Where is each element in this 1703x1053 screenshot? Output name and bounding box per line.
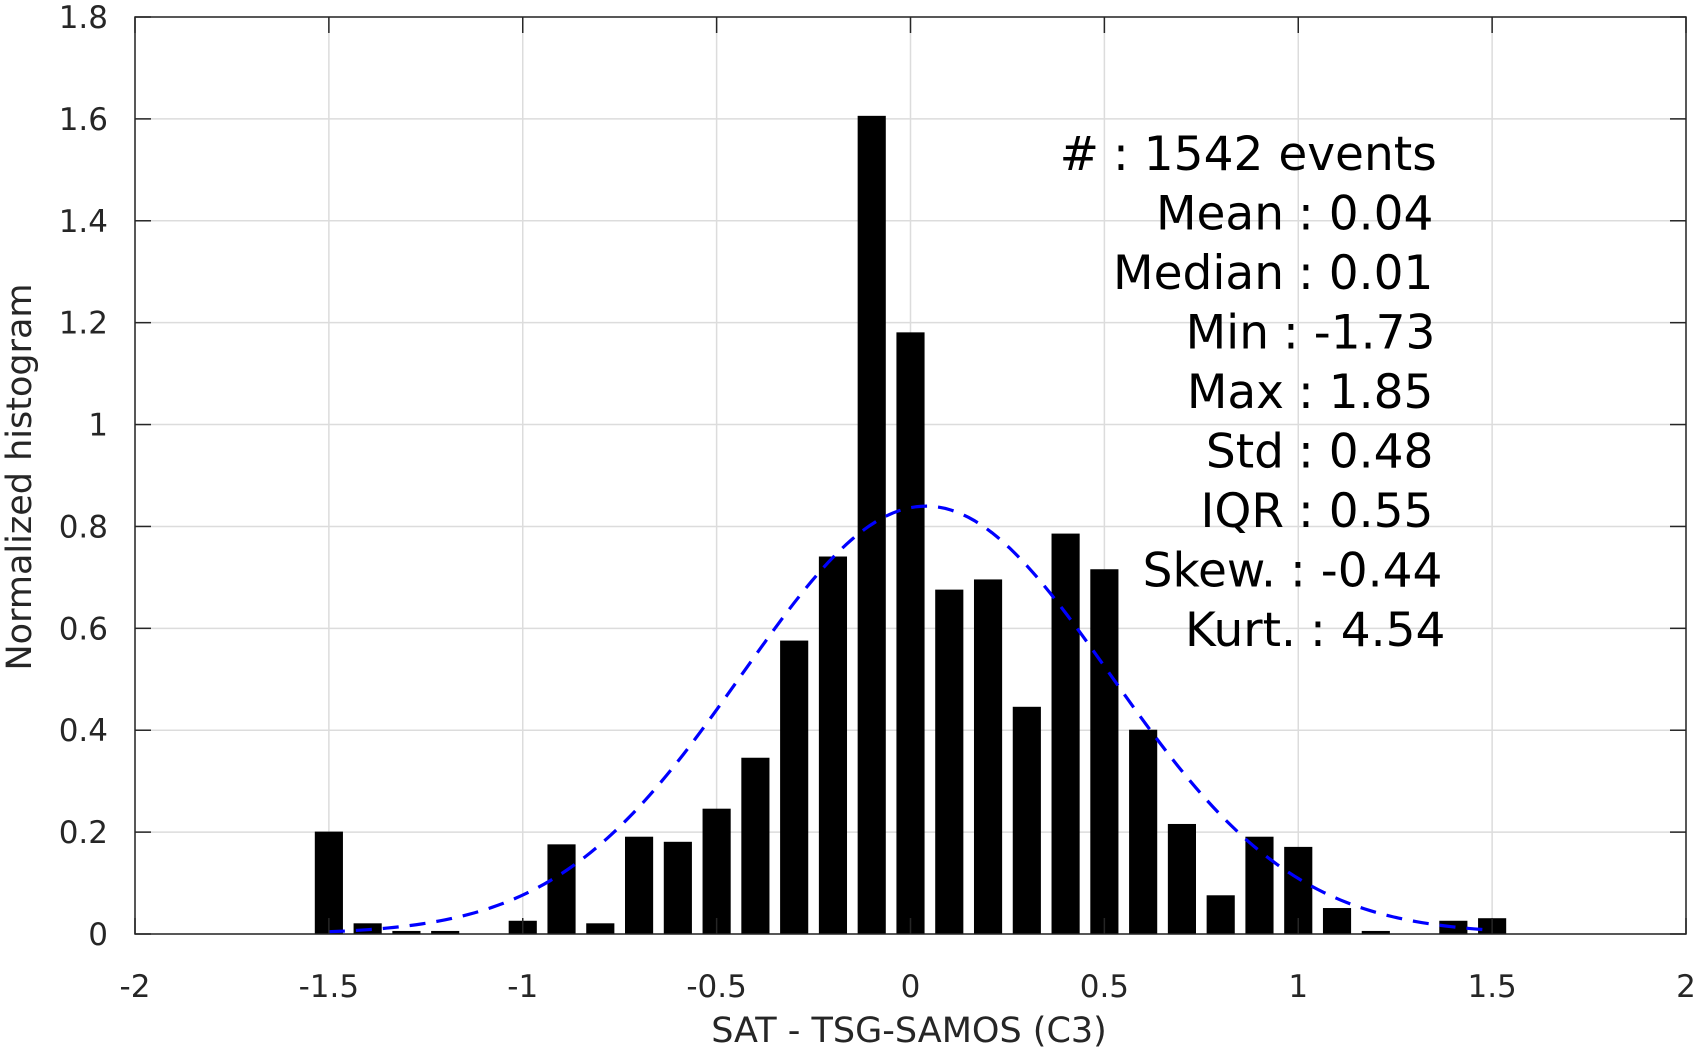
tick-labels: -2 -1.5 -1 -0.5 0 0.5 1 1.5 2 0 0.2 0.4 0.6 0.8 1 1.2 1.… <box>59 0 1696 1005</box>
y-tick-label: 0.4 <box>59 713 108 749</box>
y-tick-label: 0.6 <box>59 611 108 647</box>
stat-label: Skew. <box>1143 544 1276 599</box>
histogram-bar <box>1206 895 1235 935</box>
stat-label: Max <box>1187 365 1284 420</box>
stat-value: : -1.73 <box>1283 306 1435 361</box>
histogram-bar <box>702 808 731 935</box>
stat-value: : -0.44 <box>1290 544 1442 599</box>
histogram-bar <box>1012 706 1041 935</box>
histogram-bar <box>1322 908 1352 935</box>
y-tick-label: 0 <box>88 917 108 953</box>
x-tick-label: 1 <box>1288 969 1308 1005</box>
y-tick-label: 1.8 <box>59 0 108 36</box>
stat-label: Mean <box>1156 187 1284 242</box>
y-tick-label: 1.6 <box>59 102 108 138</box>
histogram-bar <box>935 589 964 935</box>
x-tick-label: -0.5 <box>686 969 747 1005</box>
stat-label: Std <box>1206 425 1284 480</box>
normal-fit-curve <box>328 504 1493 934</box>
x-tick-label: 1.5 <box>1467 969 1516 1005</box>
stat-label: Min <box>1186 306 1269 361</box>
stat-value: : 1.85 <box>1298 365 1433 420</box>
y-tick-label: 1 <box>88 408 108 444</box>
stat-label: Median <box>1113 246 1284 301</box>
histogram-bar <box>625 836 654 935</box>
x-tick-label: 0 <box>901 969 921 1005</box>
histogram-bar <box>1129 729 1158 935</box>
y-axis-label: Normalized histogram <box>0 283 40 670</box>
histogram-bar <box>818 556 848 935</box>
histogram-bar <box>896 332 925 935</box>
stat-value: : 0.01 <box>1298 246 1433 301</box>
histogram-bar <box>1051 533 1080 935</box>
histogram-bar <box>1090 569 1119 935</box>
stat-value: : 4.54 <box>1310 603 1445 658</box>
y-tick-label: 0.8 <box>59 509 108 545</box>
histogram-bar <box>547 844 576 935</box>
y-tick-label: 1.4 <box>59 204 108 240</box>
stat-label: # <box>1060 127 1099 182</box>
histogram-bar <box>663 841 692 935</box>
histogram-bar <box>973 579 1003 935</box>
histogram-bar <box>1245 836 1274 935</box>
x-tick-label: -2 <box>120 969 151 1005</box>
stat-label: Kurt. <box>1185 603 1296 658</box>
stat-label: IQR <box>1200 484 1284 539</box>
axes-box <box>134 16 1687 935</box>
histogram-bar <box>741 757 770 935</box>
x-tick-label: -1 <box>507 969 538 1005</box>
x-tick-label: 0.5 <box>1080 969 1129 1005</box>
x-tick-label: 2 <box>1676 969 1696 1005</box>
histogram-bars <box>314 115 1507 935</box>
stat-value: : 0.04 <box>1298 187 1433 242</box>
x-tick-label: -1.5 <box>299 969 360 1005</box>
histogram-bar <box>780 640 809 935</box>
y-tick-label: 0.2 <box>59 815 108 851</box>
histogram-bar <box>1167 823 1196 935</box>
normal-fit-curve-group <box>328 504 1493 934</box>
stat-value: : 1542 events <box>1113 127 1437 182</box>
stat-value: : 0.48 <box>1298 425 1433 480</box>
x-axis-label: SAT - TSG-SAMOS (C3) <box>711 1011 1107 1051</box>
stat-value: : 0.55 <box>1298 484 1433 539</box>
y-tick-label: 1.2 <box>59 306 108 342</box>
histogram-bar <box>586 923 615 935</box>
